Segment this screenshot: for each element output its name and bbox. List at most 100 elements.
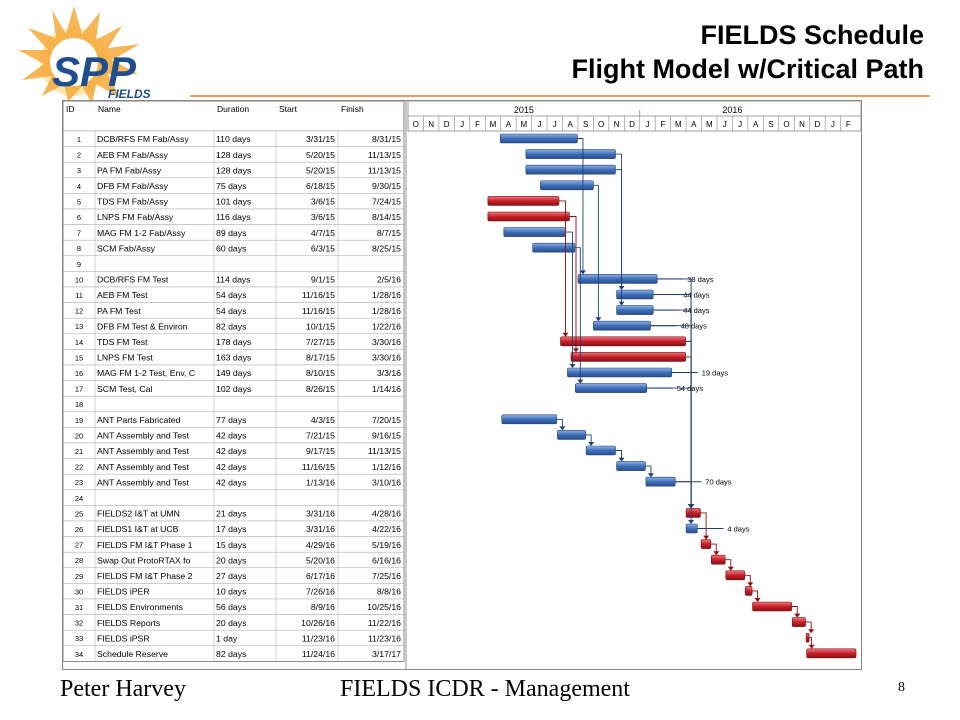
task-name: ANT Assembly and Test [97, 431, 189, 441]
table-row [63, 395, 405, 413]
task-name: ANT Assembly and Test [97, 477, 189, 487]
task-start: 11/16/15 [302, 462, 335, 472]
task-id: 21 [75, 447, 83, 456]
table-border [63, 101, 405, 662]
dependency-link [585, 434, 592, 445]
task-duration: 56 days [216, 602, 247, 612]
slide-title: FIELDS Schedule Flight Model w/Critical … [571, 18, 924, 86]
task-duration: 82 days [216, 321, 247, 331]
task-finish: 11/13/15 [368, 165, 401, 175]
timeline-month-label: F [846, 120, 851, 129]
task-start: 6/3/15 [311, 243, 335, 253]
gantt-bar-task-12 [616, 305, 654, 315]
table-row [63, 489, 405, 506]
gantt-bar-task-31 [752, 601, 792, 612]
task-start: 8/17/15 [306, 353, 335, 363]
timeline-month-label: J [723, 120, 727, 129]
task-name: DFB FM Fab/Assy [97, 181, 169, 191]
timeline-month-label: J [645, 120, 649, 129]
task-name: TDS FM Fab/Assy [97, 197, 169, 207]
task-id: 7 [77, 229, 81, 238]
task-name: TDS FM Test [97, 337, 148, 347]
dependency-arrow [569, 364, 576, 368]
task-name: SCM Test, Cal [97, 384, 152, 394]
task-name: ANT Parts Fabricated [97, 415, 181, 425]
task-duration: 15 days [216, 540, 247, 550]
task-id: 3 [77, 166, 81, 175]
task-name: PA FM Fab/Assy [97, 165, 162, 175]
gantt-bar-task-29 [725, 570, 746, 581]
dependency-link [615, 153, 623, 289]
dependency-link [569, 216, 577, 352]
task-name: FIELDS FM I&T Phase 1 [97, 540, 193, 550]
task-start: 6/18/15 [306, 181, 335, 191]
task-name: LNPS FM Fab/Assy [97, 212, 174, 222]
task-start: 11/16/15 [302, 290, 335, 300]
timeline-month-label: D [815, 120, 821, 129]
task-finish: 8/25/15 [372, 243, 401, 253]
task-id: 20 [75, 431, 83, 440]
task-name: FIELDS iPER [97, 587, 150, 597]
column-header-id: ID [66, 104, 75, 114]
slack-label-task-11: 44 days [683, 291, 710, 300]
task-duration: 42 days [216, 462, 247, 472]
task-start: 7/27/15 [306, 337, 335, 347]
dependency-link [593, 184, 599, 321]
dependency-link [574, 247, 581, 383]
dependency-arrow [647, 473, 654, 478]
task-start: 11/24/16 [302, 649, 335, 659]
task-start: 7/21/15 [306, 431, 335, 441]
task-start: 8/26/15 [306, 384, 335, 394]
gantt-bar-task-30 [744, 586, 753, 596]
dependency-link [725, 559, 732, 570]
timeline-month-label: M [675, 120, 682, 129]
slide-title-line2: Flight Model w/Critical Path [571, 54, 924, 84]
task-id: 5 [77, 197, 81, 206]
slack-label-task-16: 19 days [702, 369, 729, 378]
task-start: 8/9/16 [311, 602, 335, 612]
timeline-month-label: J [553, 120, 557, 129]
dependency-arrow [794, 613, 801, 618]
task-finish: 6/16/16 [372, 555, 401, 565]
gantt-bar-task-19 [501, 414, 558, 425]
task-duration: 54 days [216, 306, 247, 316]
task-start: 9/1/15 [311, 275, 335, 285]
footer-presenter: Peter Harvey [60, 676, 186, 702]
task-finish: 11/13/15 [368, 446, 401, 456]
task-name: AEB FM Fab/Assy [97, 150, 169, 160]
dependency-arrow [747, 582, 754, 587]
slack-label-task-10: 38 days [687, 275, 714, 284]
task-start: 6/17/16 [306, 571, 335, 581]
dependency-link [752, 590, 758, 601]
gantt-bar-task-2 [525, 149, 616, 159]
timeline-month-label: O [413, 120, 419, 129]
task-start: 8/10/15 [306, 368, 335, 378]
task-id: 6 [77, 213, 81, 222]
dependency-link [646, 387, 692, 508]
dependency-arrow [808, 629, 815, 634]
task-id: 30 [75, 587, 83, 596]
task-start: 5/20/16 [306, 555, 335, 565]
timeline-month-label: D [629, 120, 635, 129]
timeline-month-label: O [783, 120, 789, 129]
task-id: 27 [75, 541, 83, 550]
column-header-finish: Finish [341, 104, 364, 114]
dependency-link [556, 418, 563, 430]
task-duration: 20 days [216, 555, 247, 565]
dependency-link [685, 340, 692, 508]
task-duration: 82 days [216, 649, 247, 659]
dependency-link [809, 637, 813, 648]
dependency-link [710, 543, 717, 555]
task-finish: 1/14/16 [372, 384, 401, 394]
timeline-month-label: O [598, 120, 604, 129]
timeline-month-label: F [475, 120, 480, 129]
task-finish: 11/23/16 [368, 633, 401, 643]
gantt-bar-task-28 [710, 554, 726, 565]
dependency-link [685, 340, 692, 523]
task-start: 1/13/16 [306, 477, 335, 487]
gantt-bar-task-21 [585, 445, 616, 456]
timeline-month-label: S [768, 120, 773, 129]
dependency-link [744, 574, 751, 586]
dependency-arrow [572, 348, 579, 353]
dependency-arrow [618, 301, 625, 306]
